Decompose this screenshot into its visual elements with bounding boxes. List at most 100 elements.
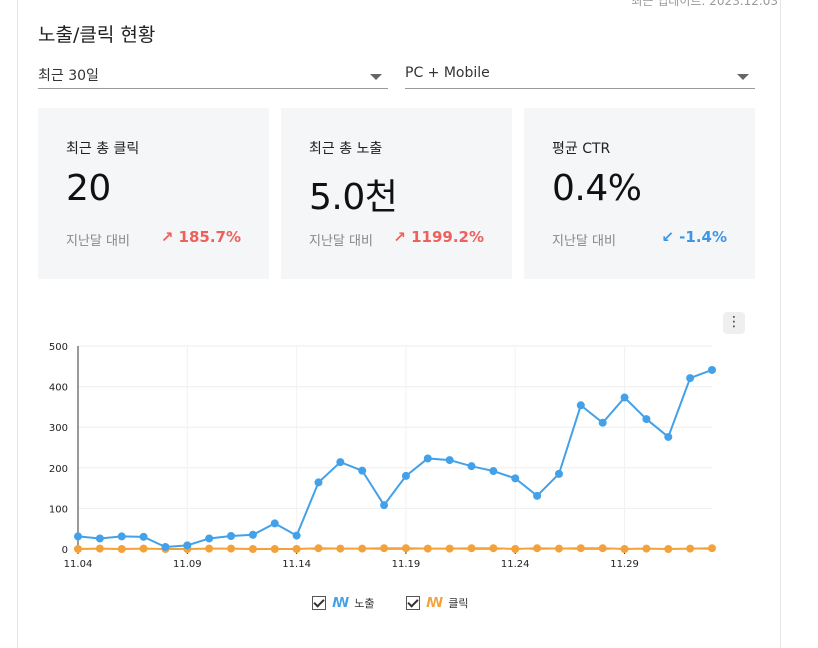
data-point [336,544,345,553]
card-average-ctr: 평균 CTR 0.4% 지난달 대비 ↙ -1.4% [524,108,755,279]
legend-item-clicks[interactable]: ꟿ 클릭 [406,594,468,612]
data-point [686,374,695,383]
data-point [664,545,673,553]
card-value: 5.0천 [309,177,398,218]
data-point [95,544,104,553]
data-point [139,532,148,541]
legend-checkbox[interactable] [406,596,420,610]
data-point [336,458,345,467]
y-tick-label: 0 [62,545,68,556]
card-total-impressions: 최근 총 노출 5.0천 지난달 대비 ↗ 1199.2% [281,108,512,279]
data-point [74,532,82,541]
card-label: 평균 CTR [552,141,611,157]
card-delta: ↗ 1199.2% [393,228,484,246]
update-note: 최근 업데이트: 2023.12.03 [631,0,778,8]
impressions-clicks-chart: 0 100 200 300 400 500 11.04 11.09 11.14 11.19 11.2… [49,342,716,570]
section-title: 노출/클릭 현황 [38,24,156,46]
data-point [642,544,651,553]
legend-item-impressions[interactable]: ꟿ 노출 [312,594,374,612]
data-point [292,531,301,540]
y-tick-label: 100 [49,504,68,515]
card-delta: ↙ -1.4% [661,228,727,246]
data-point [423,454,432,463]
data-point [95,534,104,543]
period-select[interactable]: 최근 30일 [38,62,388,89]
data-point [708,365,716,374]
data-point [161,542,170,551]
data-point [117,532,126,541]
data-point [380,501,389,510]
data-point [445,456,454,465]
more-vert-icon[interactable]: ⋮ [723,312,745,334]
card-label: 최근 총 클릭 [66,141,140,157]
legend-label: 노출 [354,597,375,610]
y-tick-label: 300 [49,423,68,434]
line-series-icon: ꟿ [332,595,350,611]
card-total-clicks: 최근 총 클릭 20 지난달 대비 ↗ 185.7% [38,108,269,279]
data-point [686,544,695,553]
x-tick-label: 11.09 [173,559,202,570]
data-point [445,544,454,553]
legend-label: 클릭 [448,597,469,610]
data-point [511,545,520,553]
data-point [74,545,82,553]
data-point [205,544,214,553]
data-point [664,432,673,441]
data-point [533,544,542,553]
device-select[interactable]: PC + Mobile [405,62,755,89]
card-value: 0.4% [552,168,642,209]
x-tick-label: 11.29 [610,559,639,570]
x-tick-label: 11.04 [64,559,93,570]
data-point [227,532,236,541]
data-point [401,471,410,480]
chevron-down-icon [737,74,749,80]
card-compare-label: 지난달 대비 [309,234,373,249]
data-point [423,544,432,553]
legend-checkbox[interactable] [312,596,326,610]
data-point [598,418,607,427]
data-point [205,534,214,543]
device-select-value: PC + Mobile [405,65,490,81]
x-tick-label: 11.19 [392,559,421,570]
data-point [708,544,716,553]
data-point [489,544,498,553]
data-point [533,491,542,500]
card-delta: ↗ 185.7% [160,228,241,246]
card-value: 20 [66,168,111,209]
data-point [314,544,323,553]
data-point [467,544,476,553]
data-point [554,544,563,553]
card-compare-label: 지난달 대비 [552,234,616,249]
x-tick-label: 11.14 [282,559,311,570]
data-point [358,466,367,475]
y-tick-label: 500 [49,342,68,353]
arrow-up-right-icon: ↗ [393,228,406,246]
data-point [117,545,126,553]
data-point [270,545,279,553]
data-point [511,474,520,483]
data-point [380,544,389,553]
data-point [248,545,257,553]
data-point [358,544,367,553]
period-select-value: 최근 30일 [38,68,99,84]
data-point [467,462,476,471]
y-tick-label: 400 [49,383,68,394]
data-point [576,401,585,410]
data-point [139,544,148,553]
data-point [598,544,607,553]
chevron-down-icon [370,74,382,80]
data-point [642,415,651,424]
data-point [576,544,585,553]
arrow-down-left-icon: ↙ [661,228,674,246]
data-point [270,519,279,528]
data-point [248,530,257,539]
data-point [292,545,301,553]
data-point [489,467,498,476]
data-point [314,478,323,487]
card-compare-label: 지난달 대비 [66,234,130,249]
data-point [227,544,236,553]
card-label: 최근 총 노출 [309,141,383,157]
y-tick-label: 200 [49,464,68,475]
x-tick-label: 11.24 [501,559,530,570]
series-line-clicks [77,547,713,551]
